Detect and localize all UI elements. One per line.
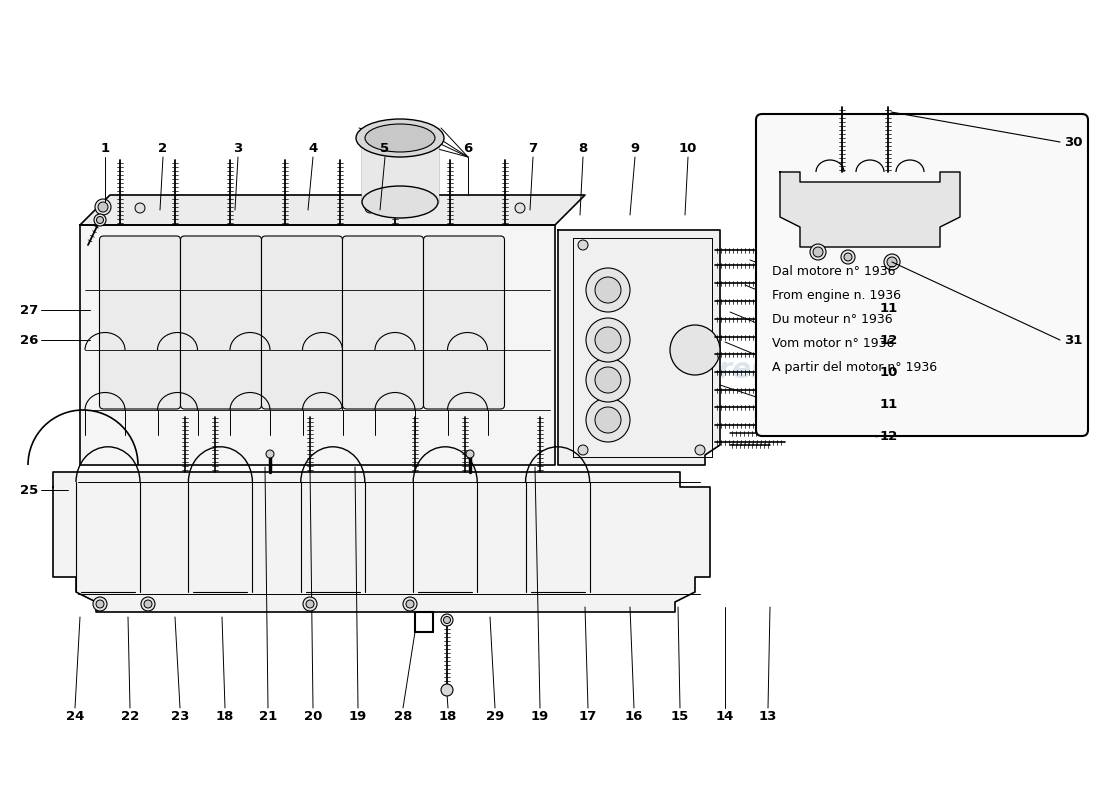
Text: Du moteur n° 1936: Du moteur n° 1936: [772, 313, 892, 326]
Circle shape: [586, 358, 630, 402]
Ellipse shape: [356, 119, 444, 157]
Circle shape: [586, 268, 630, 312]
Text: 3: 3: [233, 142, 243, 155]
Ellipse shape: [362, 186, 438, 218]
Text: 20: 20: [304, 710, 322, 723]
Circle shape: [94, 214, 106, 226]
Text: From engine n. 1936: From engine n. 1936: [772, 289, 901, 302]
Text: 18: 18: [439, 710, 458, 723]
Circle shape: [595, 367, 621, 393]
Text: 24: 24: [66, 710, 85, 723]
Text: 21: 21: [258, 710, 277, 723]
Text: 25: 25: [20, 483, 38, 497]
FancyBboxPatch shape: [180, 236, 262, 409]
Text: 27: 27: [20, 303, 38, 317]
Text: 19: 19: [349, 710, 367, 723]
Text: A partir del motor n° 1936: A partir del motor n° 1936: [772, 361, 937, 374]
Text: eurospares: eurospares: [592, 356, 768, 384]
Text: 4: 4: [308, 142, 318, 155]
Circle shape: [695, 445, 705, 455]
Text: 19: 19: [531, 710, 549, 723]
Ellipse shape: [365, 124, 435, 152]
Text: 17: 17: [579, 710, 597, 723]
Circle shape: [441, 684, 453, 696]
Text: 28: 28: [394, 710, 412, 723]
Circle shape: [266, 450, 274, 458]
Text: eurospares: eurospares: [383, 256, 558, 284]
Text: 31: 31: [1064, 334, 1082, 346]
Circle shape: [595, 277, 621, 303]
Text: eurospares: eurospares: [132, 266, 308, 294]
Polygon shape: [558, 230, 720, 465]
Text: 22: 22: [121, 710, 139, 723]
Circle shape: [144, 600, 152, 608]
Circle shape: [306, 600, 313, 608]
Circle shape: [135, 203, 145, 213]
FancyBboxPatch shape: [342, 236, 424, 409]
Text: 1: 1: [100, 142, 110, 155]
FancyBboxPatch shape: [262, 236, 342, 409]
Circle shape: [586, 318, 630, 362]
Circle shape: [842, 250, 855, 264]
Circle shape: [96, 600, 104, 608]
Text: 13: 13: [759, 710, 778, 723]
Text: 10: 10: [679, 142, 697, 155]
FancyBboxPatch shape: [424, 236, 505, 409]
Circle shape: [595, 407, 621, 433]
Polygon shape: [362, 138, 438, 202]
Circle shape: [887, 257, 896, 267]
Polygon shape: [780, 172, 960, 247]
Text: 30: 30: [1064, 135, 1082, 149]
Circle shape: [844, 253, 852, 261]
Circle shape: [595, 327, 621, 353]
Circle shape: [578, 240, 588, 250]
FancyBboxPatch shape: [756, 114, 1088, 436]
Text: 26: 26: [20, 334, 38, 346]
Polygon shape: [53, 472, 709, 612]
Text: 10: 10: [880, 366, 899, 379]
Circle shape: [98, 202, 108, 212]
Circle shape: [810, 244, 826, 260]
Circle shape: [441, 614, 453, 626]
Text: 18: 18: [216, 710, 234, 723]
Text: 5: 5: [381, 142, 389, 155]
Text: 15: 15: [671, 710, 689, 723]
Circle shape: [406, 600, 414, 608]
Circle shape: [578, 445, 588, 455]
Text: 9: 9: [630, 142, 639, 155]
Circle shape: [466, 450, 474, 458]
Circle shape: [94, 597, 107, 611]
Circle shape: [443, 617, 451, 623]
Text: 6: 6: [463, 142, 473, 155]
Text: Vom motor n° 1936: Vom motor n° 1936: [772, 337, 894, 350]
Text: 11: 11: [880, 302, 899, 314]
Text: 11: 11: [880, 398, 899, 411]
Circle shape: [97, 217, 103, 223]
Text: 23: 23: [170, 710, 189, 723]
Polygon shape: [80, 225, 556, 465]
Text: 8: 8: [579, 142, 587, 155]
Circle shape: [670, 325, 720, 375]
Text: 16: 16: [625, 710, 644, 723]
Circle shape: [403, 597, 417, 611]
Text: 29: 29: [486, 710, 504, 723]
Text: Dal motore n° 1936: Dal motore n° 1936: [772, 265, 895, 278]
Text: 7: 7: [528, 142, 538, 155]
Text: 12: 12: [880, 334, 899, 346]
Circle shape: [365, 203, 375, 213]
Text: 2: 2: [158, 142, 167, 155]
Circle shape: [515, 203, 525, 213]
FancyBboxPatch shape: [99, 236, 180, 409]
Text: 14: 14: [716, 710, 734, 723]
Circle shape: [586, 398, 630, 442]
Circle shape: [95, 199, 111, 215]
Polygon shape: [80, 195, 585, 225]
Circle shape: [813, 247, 823, 257]
Text: 12: 12: [880, 430, 899, 443]
Circle shape: [141, 597, 155, 611]
Circle shape: [302, 597, 317, 611]
Circle shape: [884, 254, 900, 270]
